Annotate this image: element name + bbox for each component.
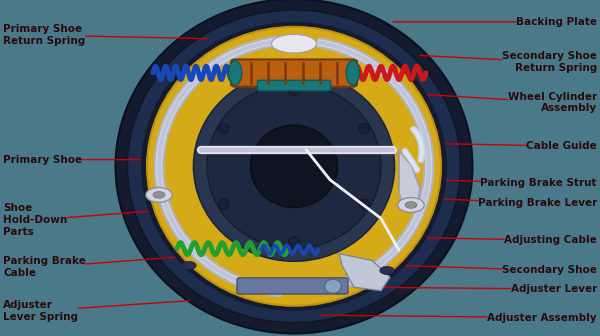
Text: Adjusting Cable: Adjusting Cable [381,235,597,245]
Text: Parking Brake Lever: Parking Brake Lever [387,197,597,208]
Ellipse shape [359,124,370,133]
Ellipse shape [289,86,299,96]
Text: Shoe
Hold-Down
Parts: Shoe Hold-Down Parts [3,204,165,237]
Text: Wheel Cylinder
Assembly: Wheel Cylinder Assembly [393,92,597,113]
Ellipse shape [218,199,229,209]
Text: Backing Plate: Backing Plate [393,17,597,27]
Circle shape [405,202,417,208]
FancyBboxPatch shape [257,80,331,91]
Ellipse shape [218,124,229,134]
Text: Adjuster
Lever Spring: Adjuster Lever Spring [3,300,189,322]
Ellipse shape [147,27,441,306]
FancyBboxPatch shape [231,59,357,87]
Ellipse shape [193,72,395,261]
Ellipse shape [359,199,370,209]
Text: Adjuster Assembly: Adjuster Assembly [321,312,597,323]
FancyBboxPatch shape [237,278,348,294]
Circle shape [146,187,172,202]
Polygon shape [399,151,420,212]
Text: Parking Brake
Cable: Parking Brake Cable [3,256,177,278]
Ellipse shape [325,279,341,293]
Text: Adjuster Lever: Adjuster Lever [369,284,597,294]
Ellipse shape [141,22,447,311]
Text: Parking Brake Strut: Parking Brake Strut [375,178,597,188]
Text: Secondary Shoe
Return Spring: Secondary Shoe Return Spring [420,51,597,73]
Text: Primary Shoe
Return Spring: Primary Shoe Return Spring [3,25,207,46]
Text: Cable Guide: Cable Guide [402,141,597,151]
Circle shape [398,198,424,212]
Ellipse shape [207,84,381,249]
Ellipse shape [251,125,337,207]
Circle shape [182,261,196,269]
Text: Primary Shoe: Primary Shoe [3,155,153,165]
Ellipse shape [127,10,461,323]
Polygon shape [339,254,390,291]
Circle shape [153,192,165,198]
Circle shape [380,266,394,275]
Ellipse shape [289,237,299,247]
Ellipse shape [229,61,242,85]
Ellipse shape [115,0,473,333]
Text: Secondary Shoe: Secondary Shoe [399,265,597,276]
Ellipse shape [271,35,317,53]
Ellipse shape [346,61,359,85]
